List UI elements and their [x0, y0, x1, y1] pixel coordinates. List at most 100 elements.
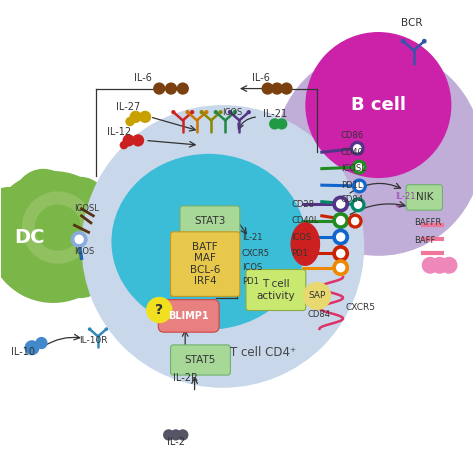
Text: B cell: B cell [351, 96, 406, 114]
Circle shape [0, 222, 35, 274]
Text: CXCR5: CXCR5 [346, 303, 375, 312]
Circle shape [52, 242, 109, 298]
Text: CXCR5: CXCR5 [242, 249, 270, 258]
Text: IL-21: IL-21 [263, 109, 287, 118]
Circle shape [332, 212, 349, 229]
Text: STAT5: STAT5 [185, 355, 216, 365]
Circle shape [73, 197, 134, 258]
FancyBboxPatch shape [406, 185, 442, 210]
Circle shape [71, 231, 88, 248]
Text: IL-21: IL-21 [395, 192, 415, 201]
Circle shape [269, 118, 280, 129]
Circle shape [214, 110, 218, 114]
Circle shape [153, 82, 165, 95]
Circle shape [146, 297, 173, 323]
Text: PD1L: PD1L [341, 181, 362, 190]
Circle shape [0, 187, 37, 244]
Text: BLIMP1: BLIMP1 [168, 311, 209, 321]
Circle shape [431, 257, 448, 274]
Circle shape [275, 48, 474, 256]
Circle shape [129, 111, 142, 123]
Text: IL-12: IL-12 [107, 128, 131, 137]
Ellipse shape [112, 155, 305, 329]
Text: PD1: PD1 [242, 277, 259, 286]
Text: ?: ? [155, 303, 164, 317]
Circle shape [72, 222, 123, 274]
Circle shape [401, 39, 406, 44]
Circle shape [228, 110, 232, 114]
Text: ICOSL: ICOSL [341, 164, 365, 173]
Circle shape [35, 204, 81, 251]
Circle shape [8, 244, 63, 299]
Ellipse shape [291, 223, 319, 265]
Circle shape [336, 249, 346, 258]
Circle shape [276, 118, 287, 129]
Text: NIK: NIK [416, 192, 433, 202]
Circle shape [74, 235, 84, 244]
Text: ICOS: ICOS [222, 108, 242, 117]
Circle shape [53, 177, 108, 231]
Circle shape [332, 245, 349, 262]
Circle shape [233, 110, 237, 114]
Circle shape [170, 429, 182, 440]
Text: CD84: CD84 [341, 195, 364, 204]
FancyBboxPatch shape [158, 300, 219, 332]
Circle shape [190, 110, 194, 114]
Text: ICOS: ICOS [242, 263, 262, 272]
Circle shape [336, 199, 346, 209]
Circle shape [271, 82, 283, 95]
Circle shape [163, 429, 174, 440]
Circle shape [122, 134, 135, 146]
Circle shape [352, 160, 367, 174]
Text: CD40: CD40 [341, 148, 364, 157]
Circle shape [246, 110, 251, 114]
Circle shape [355, 163, 364, 171]
Circle shape [171, 110, 175, 114]
Text: IL-10: IL-10 [10, 347, 35, 357]
Text: CD28: CD28 [291, 200, 314, 209]
Text: BATF
MAF
BCL-6
IRF4: BATF MAF BCL-6 IRF4 [190, 242, 220, 286]
Circle shape [422, 39, 427, 44]
Circle shape [354, 201, 362, 209]
FancyBboxPatch shape [171, 232, 240, 296]
Circle shape [353, 144, 362, 153]
Text: CD84: CD84 [308, 310, 331, 319]
Circle shape [177, 82, 189, 95]
Circle shape [219, 110, 223, 114]
Text: SAP: SAP [309, 292, 326, 301]
Circle shape [305, 32, 451, 178]
Circle shape [422, 257, 438, 274]
Circle shape [177, 429, 189, 440]
Circle shape [351, 217, 359, 225]
Text: IL-21: IL-21 [242, 233, 262, 241]
Text: STAT3: STAT3 [194, 216, 226, 226]
Circle shape [336, 232, 346, 242]
Text: ICOS: ICOS [291, 233, 311, 241]
Circle shape [88, 328, 91, 331]
Text: IL-27: IL-27 [117, 102, 141, 112]
Circle shape [332, 228, 349, 246]
FancyBboxPatch shape [180, 206, 240, 236]
Text: T cell
activity: T cell activity [256, 279, 295, 301]
Circle shape [262, 82, 274, 95]
Circle shape [36, 337, 47, 349]
Text: IL-10R: IL-10R [79, 336, 108, 345]
Text: BAFFR: BAFFR [414, 219, 441, 228]
Text: BCR: BCR [401, 18, 422, 27]
Text: ICOSL: ICOSL [74, 204, 100, 213]
Text: ICOS: ICOS [74, 246, 95, 255]
Circle shape [332, 259, 349, 276]
FancyBboxPatch shape [246, 270, 306, 310]
Circle shape [25, 340, 39, 356]
Circle shape [22, 191, 94, 264]
Text: IL-6: IL-6 [134, 73, 152, 83]
Circle shape [125, 117, 135, 126]
Circle shape [139, 111, 151, 123]
Circle shape [350, 141, 365, 156]
Circle shape [336, 216, 346, 225]
Circle shape [350, 197, 365, 212]
Circle shape [185, 110, 190, 114]
Text: T cell CD4⁺: T cell CD4⁺ [230, 346, 296, 359]
Circle shape [0, 171, 119, 303]
Circle shape [332, 196, 349, 212]
